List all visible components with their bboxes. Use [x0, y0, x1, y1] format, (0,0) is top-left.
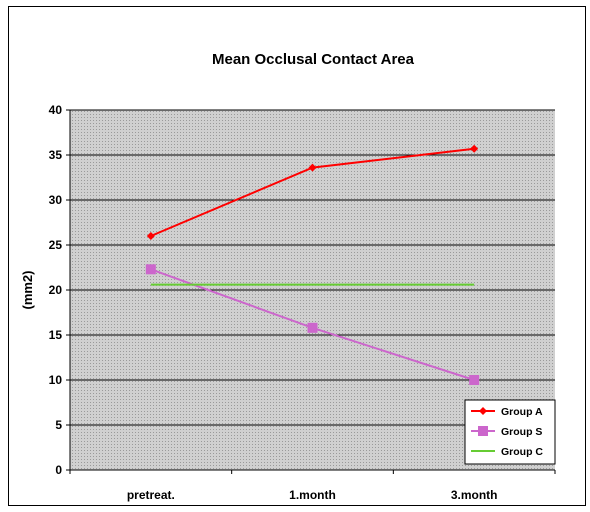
y-tick-label: 20: [49, 283, 63, 297]
legend-swatch-marker: [478, 426, 488, 436]
legend-item: Group S: [471, 426, 542, 438]
legend-label: Group A: [501, 406, 543, 418]
data-point: [307, 322, 318, 333]
data-point: [470, 144, 479, 153]
y-tick-label: 30: [49, 193, 63, 207]
y-tick-label: 35: [49, 148, 63, 162]
legend-label: Group C: [501, 446, 543, 458]
series-group-s: [145, 264, 480, 385]
legend-item: Group A: [471, 406, 543, 418]
chart-title: Mean Occlusal Contact Area: [212, 51, 415, 68]
y-tick-label: 0: [55, 463, 62, 477]
y-tick-label: 25: [49, 238, 63, 252]
y-axis-label: (mm2): [20, 270, 35, 309]
x-tick-label: 3.month: [451, 488, 498, 502]
grid-lines: [70, 109, 555, 426]
series-group-a: [146, 144, 479, 240]
y-tick-label: 15: [49, 328, 63, 342]
data-point: [145, 264, 156, 275]
x-axis-ticks: pretreat. 1.month 3.month: [69, 470, 556, 502]
legend: Group A Group S Group C: [464, 399, 556, 465]
legend-label: Group S: [501, 426, 542, 438]
data-point: [469, 375, 480, 385]
x-tick-label: pretreat.: [127, 488, 175, 502]
y-tick-label: 40: [49, 103, 63, 117]
legend-swatch-marker: [479, 407, 487, 415]
y-tick-label: 10: [49, 373, 63, 387]
data-point: [146, 232, 155, 240]
x-tick-label: 1.month: [289, 488, 336, 502]
legend-item: Group C: [471, 446, 543, 458]
data-point: [308, 163, 317, 172]
y-axis-ticks: 0 5 10 15 20 25 30 35 40: [49, 103, 70, 477]
y-tick-label: 5: [55, 418, 62, 432]
series-layer: [145, 144, 480, 385]
